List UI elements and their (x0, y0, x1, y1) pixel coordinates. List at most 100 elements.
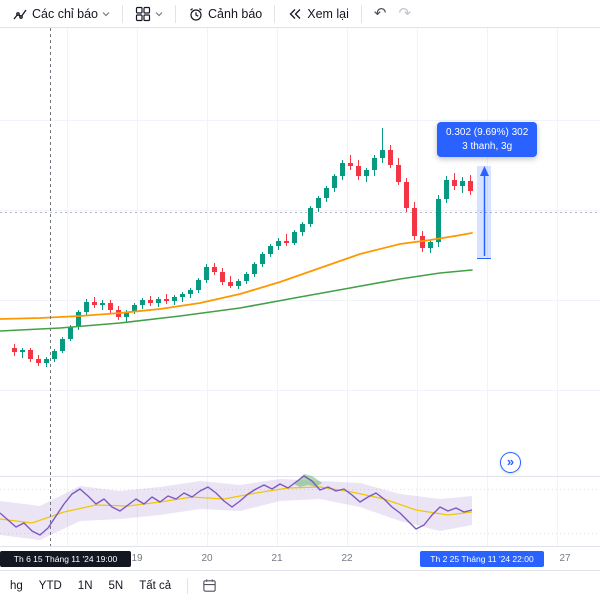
replay-button[interactable]: Xem lại (281, 3, 355, 25)
double-chevron-right-icon: » (506, 454, 515, 469)
candle-body (140, 300, 145, 305)
candle-body (348, 163, 353, 166)
candle-body (92, 302, 97, 305)
candle-body (276, 241, 281, 246)
go-to-date-button[interactable] (196, 575, 223, 596)
candle-body (460, 181, 465, 186)
go-to-realtime-button[interactable]: » (500, 452, 521, 473)
candle-body (84, 302, 89, 312)
measure-arrow-up (480, 166, 489, 176)
candle-body (244, 274, 249, 281)
candle-body (252, 264, 257, 274)
measure-price-change: 0.302 (9.69%) 302 (446, 127, 529, 138)
time-axis-label: 22 (341, 553, 353, 564)
time-axis-label: 19 (131, 553, 143, 564)
candle-body (340, 163, 345, 176)
candle-body (28, 350, 33, 359)
candle-body (268, 246, 273, 254)
candle-body (300, 224, 305, 232)
alerts-label: Cảnh báo (208, 6, 263, 21)
candle-body (292, 232, 297, 243)
indicators-label: Các chỉ báo (32, 6, 99, 21)
redo-button[interactable]: ↷ (393, 4, 418, 23)
candle-body (364, 170, 369, 176)
chevron-down-icon (102, 10, 110, 18)
toolbar-separator (360, 4, 362, 23)
toolbar-separator (187, 577, 189, 594)
measure-tooltip: 0.302 (9.69%) 302 3 thanh, 3g (437, 122, 538, 157)
candle-body (444, 180, 449, 199)
candle-body (396, 165, 401, 182)
replay-rewind-icon (287, 6, 303, 22)
candle-body (60, 339, 65, 351)
calendar-icon (202, 578, 217, 593)
crosshair-date-badge-right: Th 2 25 Tháng 11 '24 22:00 (420, 551, 544, 567)
range-button[interactable]: 5N (108, 579, 124, 592)
time-axis-label: 20 (201, 553, 213, 564)
range-button[interactable]: YTD (38, 579, 62, 592)
candle-body (388, 150, 393, 165)
chevron-down-icon (155, 10, 163, 18)
candle-body (124, 312, 129, 317)
candle-body (404, 182, 409, 208)
candle-body (180, 294, 185, 297)
candle-body (196, 280, 201, 290)
range-buttons: hg YTD 1N 5N Tất cả (2, 577, 179, 595)
ma-fast (0, 232, 473, 320)
candle-body (324, 188, 329, 198)
time-axis[interactable]: 19 20 21 22 27 Th 6 15 Tháng 11 '24 19:00 Th… (0, 546, 600, 570)
candle-body (172, 297, 177, 301)
candle-body (380, 150, 385, 158)
candle-body (12, 348, 17, 352)
candle-body (436, 199, 441, 242)
candle-body (212, 267, 217, 272)
candle-body (420, 236, 425, 248)
candle-body (412, 208, 417, 236)
candle-body (20, 350, 25, 352)
candle-body (68, 327, 73, 339)
redo-icon: ↷ (398, 5, 412, 22)
layout-grid-icon (135, 6, 151, 22)
candle-body (316, 198, 321, 208)
crosshair-date-badge-left: Th 6 15 Tháng 11 '24 19:00 (0, 551, 131, 567)
candle-body (236, 281, 241, 286)
indicators-button[interactable]: Các chỉ báo (6, 3, 116, 25)
candle-body (228, 282, 233, 286)
oscillator-line (0, 475, 473, 536)
bottom-toolbar: hg YTD 1N 5N Tất cả (0, 570, 600, 600)
alerts-button[interactable]: Cảnh báo (182, 3, 268, 25)
candle-body (428, 242, 433, 248)
range-button[interactable]: Tất cả (139, 579, 172, 592)
undo-button[interactable]: ↶ (368, 4, 393, 23)
replay-label: Xem lại (307, 6, 349, 21)
candle-body (76, 312, 81, 327)
candle-body (164, 299, 169, 301)
candle-body (452, 180, 457, 186)
candle-body (284, 241, 289, 243)
toolbar-separator (122, 4, 124, 23)
candle-body (356, 166, 361, 176)
indicators-icon (12, 6, 28, 22)
candle-body (36, 359, 41, 363)
ma-slow (0, 269, 473, 332)
candle-body (52, 351, 57, 359)
candle-body (156, 299, 161, 303)
candle-body (468, 181, 473, 191)
candle-body (148, 300, 153, 303)
candle-body (220, 272, 225, 282)
alarm-clock-icon (188, 6, 204, 22)
toolbar-separator (274, 4, 276, 23)
undo-icon: ↶ (373, 5, 387, 22)
candle-body (260, 254, 265, 264)
measure-bars-time: 3 thanh, 3g (462, 140, 513, 152)
candle-body (108, 303, 113, 310)
range-button[interactable]: 1N (77, 579, 93, 592)
candle-body (100, 303, 105, 305)
candle-body (332, 176, 337, 188)
time-axis-label: 21 (271, 553, 283, 564)
time-axis-label: 27 (559, 553, 571, 564)
layout-grid-button[interactable] (129, 3, 169, 25)
toolbar-separator (175, 4, 177, 23)
range-button[interactable]: hg (10, 579, 23, 592)
